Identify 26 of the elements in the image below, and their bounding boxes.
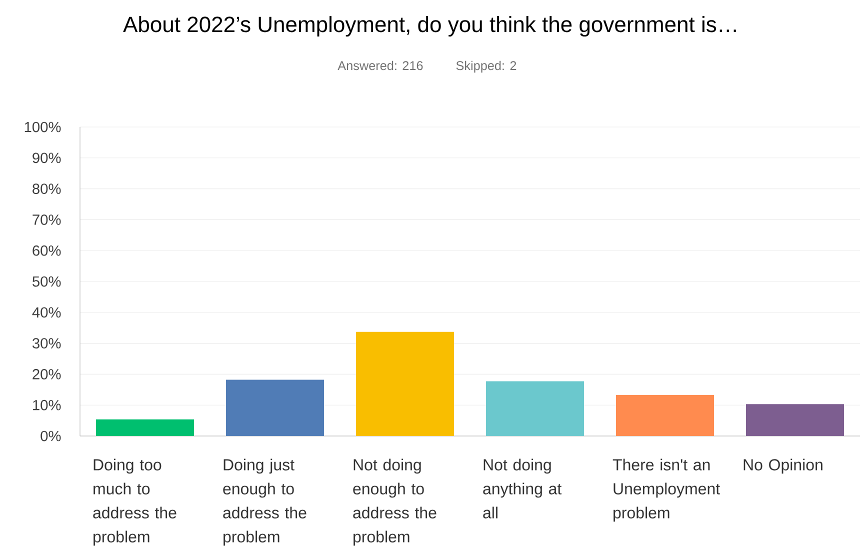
x-tick-label: Doing too much to address the problem [93,458,176,546]
bar [616,394,714,436]
bar [356,332,454,436]
chart-title: About 2022’s Unemployment, do you think the government is… [123,16,736,37]
x-tick-label: No Opinion [744,458,822,474]
x-tick-label: Not doing anything at all [483,458,562,518]
y-tick-label: 40% [32,307,61,318]
y-tick-label: 30% [32,338,61,348]
y-tick-label: 50% [32,276,61,287]
y-tick-label: 80% [32,184,61,194]
bar [226,380,324,436]
y-tick-label: 0% [40,430,61,442]
x-tick-label: Not doing enough to address the problem [353,458,436,546]
chart-subtitle: Answered: 216 [338,60,423,70]
bar [746,404,844,436]
y-tick-label: 100% [24,122,61,132]
y-tick-label: 90% [32,152,61,164]
x-tick-label: There isn't an Unemployment problem [612,458,720,522]
x-tick-label: Doing just enough to address the problem [223,458,306,546]
bar [486,381,584,436]
bar [96,419,194,436]
y-tick-label: 70% [32,214,61,225]
text: Skipped: 2 [456,60,516,73]
y-tick-label: 20% [32,369,61,380]
y-tick-label: 10% [33,400,61,410]
y-tick-label: 60% [32,245,61,256]
